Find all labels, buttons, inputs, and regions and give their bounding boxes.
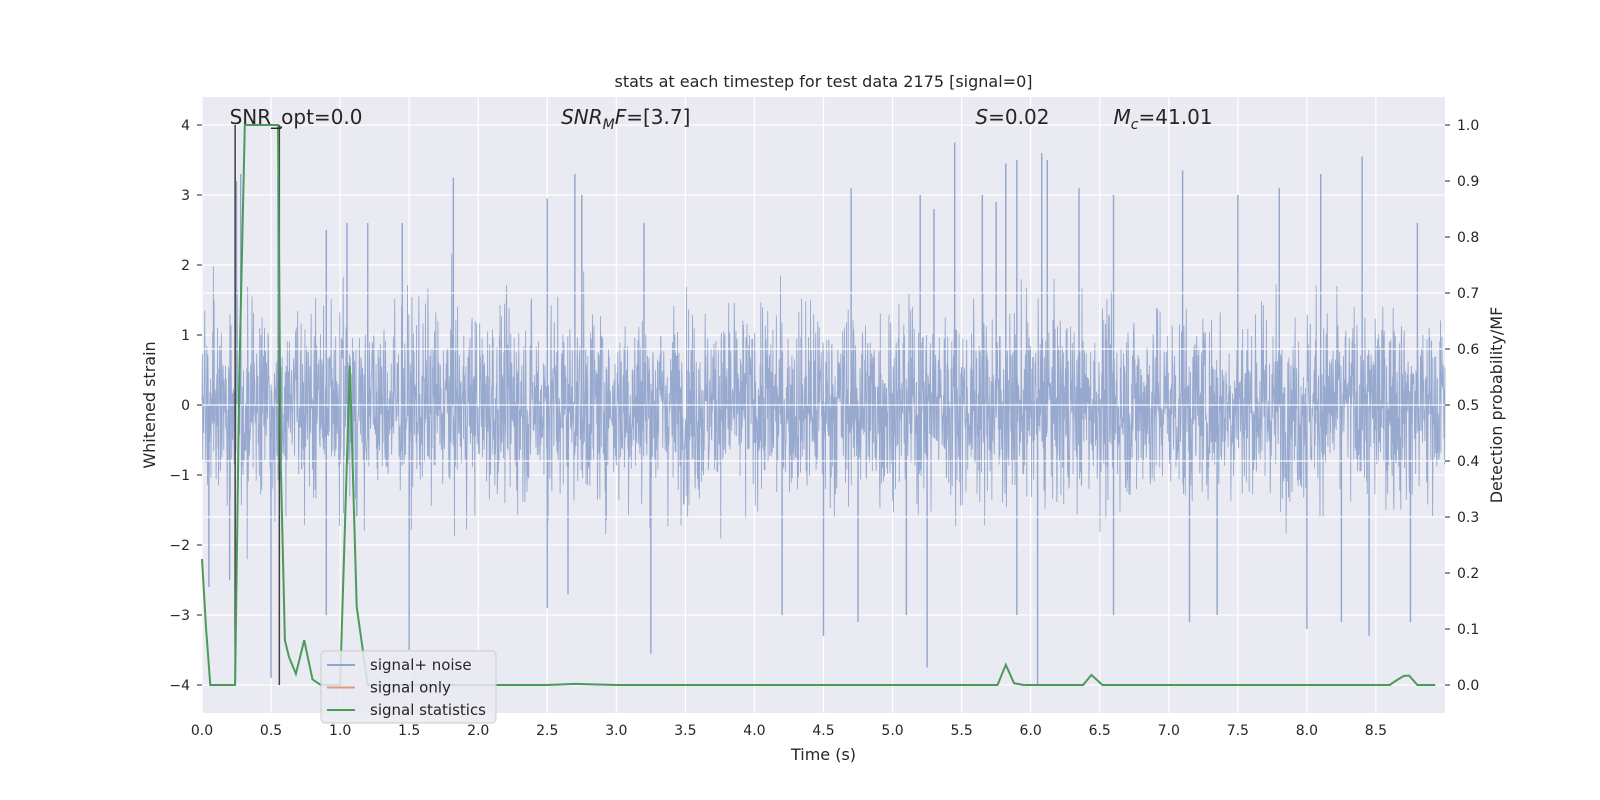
y-tick-label-right: 0.4 bbox=[1457, 454, 1479, 470]
y-tick-label-right: 0.1 bbox=[1457, 622, 1479, 638]
x-tick-label: 7.5 bbox=[1227, 723, 1249, 739]
y-tick-label-left: 3 bbox=[181, 188, 190, 204]
legend-label-1: signal only bbox=[370, 679, 451, 697]
x-tick-label: 5.0 bbox=[881, 723, 903, 739]
x-tick-label: 2.0 bbox=[467, 723, 489, 739]
x-tick-label: 8.0 bbox=[1296, 723, 1318, 739]
legend-label-2: signal statistics bbox=[370, 701, 486, 719]
axis-ticks: 0.0 0.5 1.0 1.5 2.0 2.5 3.0 3.5 4.0 4.5 5.0 5.5 6.0 6… bbox=[169, 118, 1479, 739]
series-line-signal-statistics bbox=[201, 124, 1436, 686]
annotation-0: SNR_opt=0.0 bbox=[230, 105, 363, 129]
annotation-1: SNRMF=[3.7] bbox=[561, 105, 690, 133]
x-tick-label: 1.0 bbox=[329, 723, 351, 739]
x-tick-label: 0.0 bbox=[191, 723, 213, 739]
annotation-3: Mc=41.01 bbox=[1114, 105, 1213, 133]
x-tick-label: 8.5 bbox=[1365, 723, 1387, 739]
series-signal-noise bbox=[201, 142, 1446, 685]
series-lines bbox=[201, 124, 1436, 686]
annotation-2: S=0.02 bbox=[975, 105, 1049, 129]
x-tick-label: 3.5 bbox=[674, 723, 696, 739]
x-axis-label: Time (s) bbox=[790, 745, 856, 764]
x-tick-label: 3.0 bbox=[605, 723, 627, 739]
y-tick-label-right: 0.7 bbox=[1457, 286, 1479, 302]
y-tick-label-right: 0.9 bbox=[1457, 174, 1479, 190]
chart-title: stats at each timestep for test data 217… bbox=[614, 72, 1032, 91]
x-tick-label: 6.0 bbox=[1020, 723, 1042, 739]
x-tick-label: 0.5 bbox=[260, 723, 282, 739]
x-tick-label: 7.0 bbox=[1158, 723, 1180, 739]
x-tick-label: 5.5 bbox=[950, 723, 972, 739]
y-tick-label-left: −2 bbox=[169, 538, 190, 554]
x-tick-label: 4.0 bbox=[743, 723, 765, 739]
x-tick-label: 2.5 bbox=[536, 723, 558, 739]
legend-box bbox=[320, 650, 497, 724]
y-tick-label-right: 0.0 bbox=[1457, 678, 1479, 694]
y-tick-label-left: 4 bbox=[181, 118, 190, 134]
y-axis-label-left: Whitened strain bbox=[140, 341, 159, 468]
y-tick-label-left: 2 bbox=[181, 258, 190, 274]
y-tick-label-right: 0.2 bbox=[1457, 566, 1479, 582]
x-tick-label: 4.5 bbox=[812, 723, 834, 739]
y-tick-label-right: 0.3 bbox=[1457, 510, 1479, 526]
x-tick-label: 6.5 bbox=[1089, 723, 1111, 739]
y-tick-label-right: 0.8 bbox=[1457, 230, 1479, 246]
y-axis-label-right: Detection probability/MF bbox=[1487, 307, 1506, 504]
y-tick-label-right: 1.0 bbox=[1457, 118, 1479, 134]
legend: signal+ noise signal only signal statistic… bbox=[320, 650, 497, 724]
y-tick-label-right: 0.6 bbox=[1457, 342, 1479, 358]
y-tick-label-left: −1 bbox=[169, 468, 190, 484]
y-tick-label-left: 1 bbox=[181, 328, 190, 344]
y-tick-label-left: −4 bbox=[169, 678, 190, 694]
legend-label-0: signal+ noise bbox=[370, 656, 472, 674]
y-tick-label-right: 0.5 bbox=[1457, 398, 1479, 414]
y-tick-label-left: 0 bbox=[181, 398, 190, 414]
y-tick-label-left: −3 bbox=[169, 608, 190, 624]
annotations: SNR_opt=0.0 SNRMF=[3.7] S=0.02 Mc=41.01 bbox=[230, 105, 1213, 133]
x-tick-label: 1.5 bbox=[398, 723, 420, 739]
